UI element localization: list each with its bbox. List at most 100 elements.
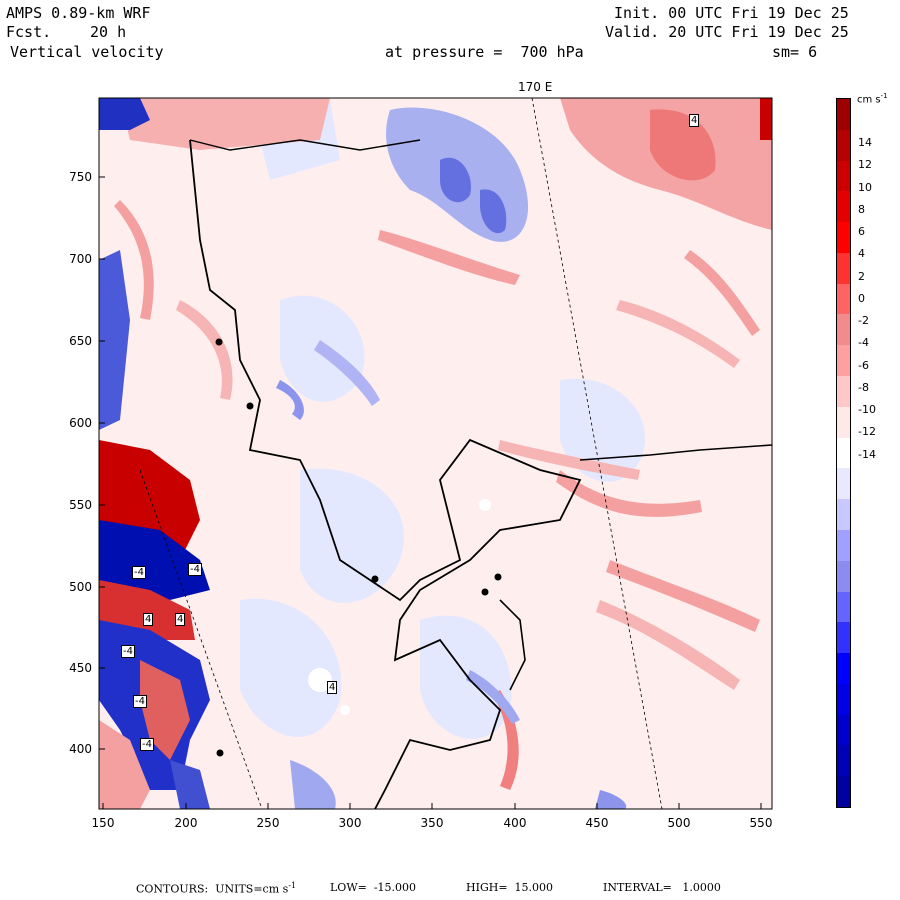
- variable-name: Vertical velocity: [10, 43, 164, 61]
- map-frame: [98, 97, 773, 810]
- axis-ticks: [99, 176, 762, 809]
- colorbar-segment: [837, 776, 850, 807]
- colorbar-units: cm s-1: [857, 92, 888, 106]
- strong-rising-region: [140, 660, 190, 760]
- colorbar-segment: [837, 437, 850, 469]
- colorbar-tick-label: 8: [858, 202, 865, 216]
- x-tick-label: 200: [174, 816, 198, 830]
- meridian-line: [531, 98, 663, 809]
- colorbar-tick-label: 2: [858, 269, 865, 283]
- colorbar-tick-label: -4: [858, 336, 869, 350]
- colorbar-segment: [837, 653, 850, 684]
- colorbar-tick-label: 0: [858, 291, 865, 305]
- forecast-hour: 20 h: [90, 23, 127, 41]
- meridian-line: [139, 469, 263, 809]
- y-tick-label: 700: [69, 252, 92, 266]
- valid-time: Valid. 20 UTC Fri 19 Dec 25: [605, 23, 849, 41]
- colorbar-segment: [837, 222, 850, 253]
- y-tick-label: 750: [69, 170, 92, 184]
- contour-label: -4: [133, 695, 147, 708]
- strong-sinking-region: [99, 250, 130, 430]
- colorbar-segment: [837, 406, 850, 438]
- contour-interval: INTERVAL= 1.0000: [603, 881, 721, 894]
- x-tick-label: 150: [91, 816, 115, 830]
- y-tick-label: 400: [69, 742, 92, 756]
- sinking-region: [480, 189, 507, 234]
- coastline: [499, 599, 526, 691]
- y-tick-label: 500: [69, 580, 92, 594]
- rising-region: [120, 98, 330, 150]
- x-tick-label: 250: [256, 816, 280, 830]
- meridian-label: 170 E: [518, 80, 553, 94]
- colorbar-tick-label: -8: [858, 380, 869, 394]
- coastline: [579, 444, 772, 461]
- colorbar-segment: [837, 314, 850, 346]
- y-tick-label: 650: [69, 334, 92, 348]
- colorbar-segment: [837, 129, 850, 161]
- colorbar-tick-label: -2: [858, 314, 869, 327]
- colorbar-segment: [837, 622, 850, 654]
- station-dot: [246, 402, 254, 410]
- colorbar-tick-label: 4: [858, 247, 865, 261]
- contour-label: 4: [689, 114, 700, 127]
- weak-sinking-region: [300, 468, 404, 603]
- colorbar-segment: [837, 560, 850, 592]
- colorbar-tick-label: 12: [858, 158, 872, 172]
- y-tick-label: 550: [69, 498, 92, 512]
- forecast-label: Fcst.: [6, 23, 52, 41]
- x-tick-label: 350: [420, 816, 444, 830]
- colorbar-tick-label: 10: [858, 180, 872, 194]
- weak-sinking-region: [560, 378, 646, 482]
- init-time: Init. 00 UTC Fri 19 Dec 25: [614, 4, 849, 22]
- weak-sinking-region: [420, 615, 512, 739]
- x-tick-label: 500: [667, 816, 691, 830]
- colorbar-tick-label: 6: [858, 225, 865, 238]
- colorbar-segment: [837, 160, 850, 192]
- contour-label: 4: [175, 613, 186, 626]
- strong-sinking-region: [99, 520, 210, 600]
- colorbar-segment: [837, 191, 850, 223]
- coastline: [189, 139, 582, 809]
- x-tick-label: 550: [749, 816, 773, 830]
- pressure-level: at pressure = 700 hPa: [385, 43, 584, 61]
- contour-units: CONTOURS: UNITS=cm s-1: [136, 881, 297, 896]
- colorbar-segment: [837, 529, 850, 561]
- contour-low: LOW= -15.000: [330, 881, 417, 894]
- weak-sinking-region: [240, 598, 342, 738]
- colorbar-tick-label: -14: [858, 447, 876, 461]
- contour-label: 4: [327, 681, 338, 694]
- smoothing-level: sm= 6: [772, 43, 818, 61]
- coastline: [189, 139, 421, 151]
- y-tick-label: 600: [69, 416, 92, 430]
- rising-region: [650, 109, 716, 181]
- contour-label: -4: [140, 738, 154, 751]
- station-dot: [215, 338, 223, 346]
- station-dot: [494, 573, 502, 581]
- map-field: [99, 98, 772, 809]
- colorbar-segment: [837, 376, 850, 407]
- colorbar-tick-label: 14: [858, 136, 872, 149]
- contour-high: HIGH= 15.000: [466, 881, 554, 894]
- sinking-region: [440, 157, 471, 203]
- x-tick-label: 450: [585, 816, 609, 830]
- colorbar: [836, 98, 851, 808]
- colorbar-tick-label: -10: [858, 403, 876, 416]
- model-title: AMPS 0.89-km WRF: [6, 4, 151, 22]
- x-tick-label: 400: [503, 816, 527, 830]
- colorbar-segment: [837, 283, 850, 315]
- contour-label: 4: [143, 613, 154, 626]
- colorbar-segment: [837, 499, 850, 530]
- station-dot: [371, 575, 379, 583]
- colorbar-segment: [837, 591, 850, 623]
- colorbar-segment: [837, 468, 850, 500]
- colorbar-segment: [837, 714, 850, 746]
- station-dot: [216, 749, 224, 757]
- colorbar-tick-label: -6: [858, 358, 869, 372]
- colorbar-segment: [837, 683, 850, 715]
- colorbar-segment: [837, 745, 850, 777]
- colorbar-segment: [837, 252, 850, 284]
- station-dot: [481, 588, 489, 596]
- contour-label: -4: [132, 566, 146, 579]
- y-tick-label: 450: [69, 661, 92, 675]
